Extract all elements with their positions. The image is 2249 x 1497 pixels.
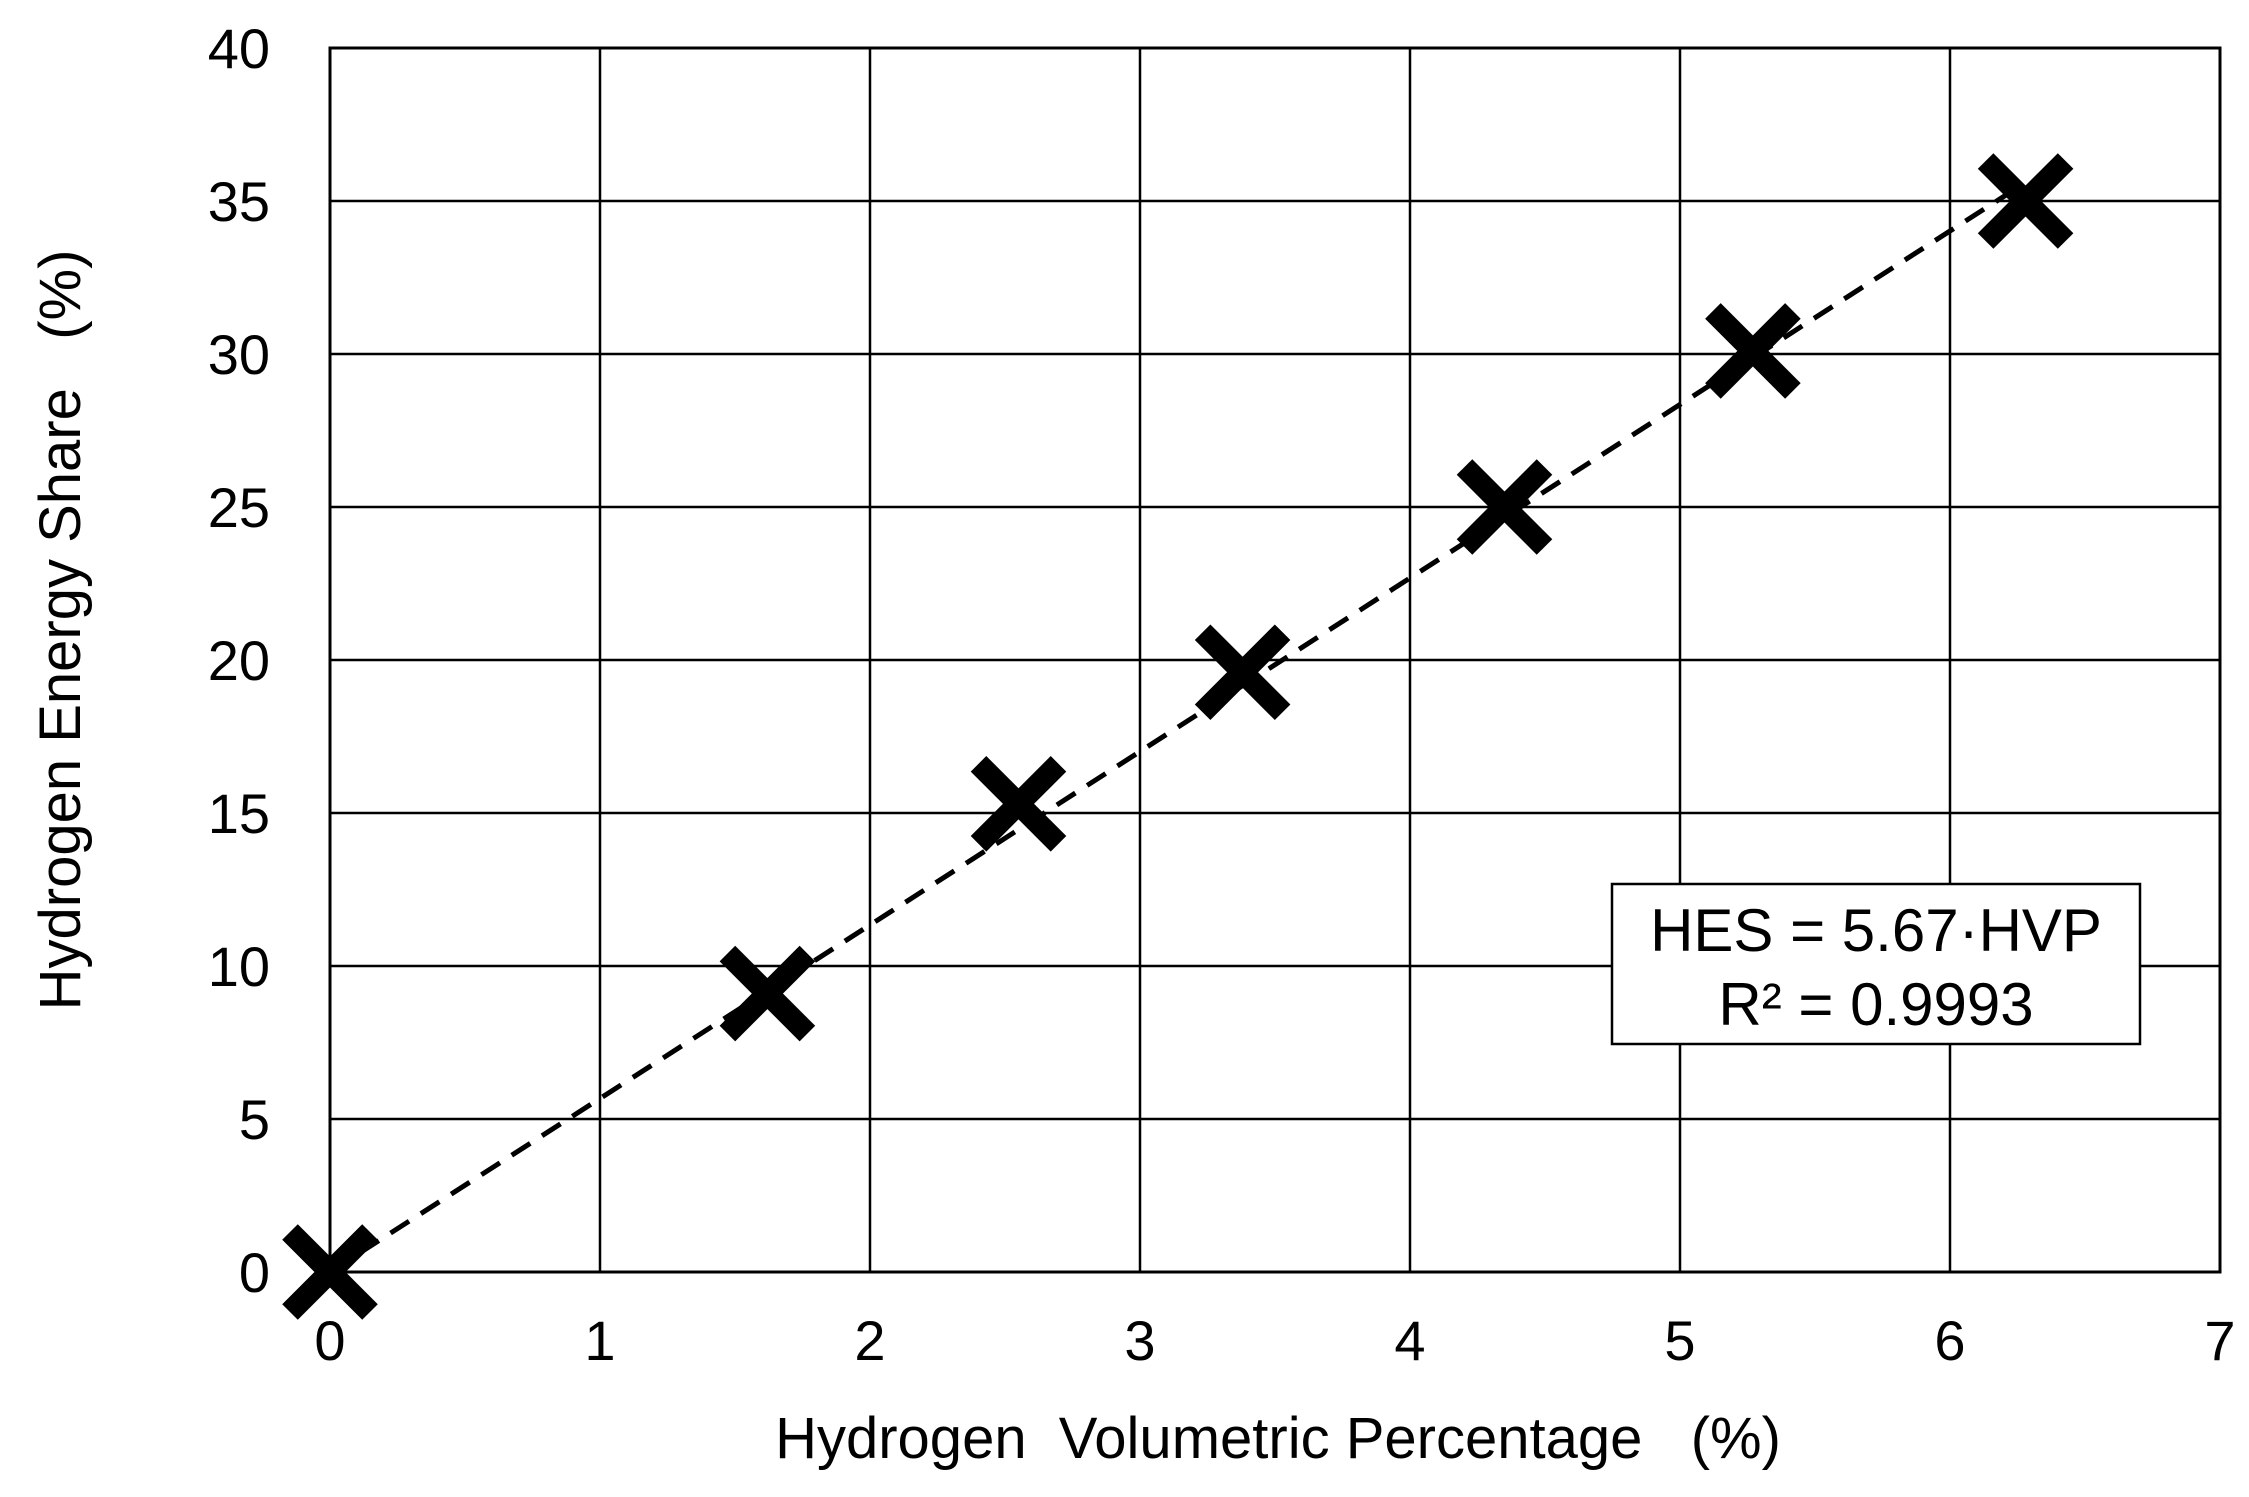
data-point bbox=[970, 756, 1067, 852]
y-tick-label: 25 bbox=[208, 476, 270, 539]
data-point-stroke bbox=[1456, 459, 1553, 555]
x-tick-label: 7 bbox=[2204, 1309, 2235, 1372]
data-point-stroke bbox=[1705, 303, 1801, 399]
y-tick-label: 40 bbox=[208, 17, 270, 80]
trendline bbox=[328, 180, 2027, 1275]
y-tick-label: 15 bbox=[208, 782, 270, 845]
y-tick-labels: 0 5 10 15 20 25 30 35 40 bbox=[208, 17, 270, 1304]
y-tick-label: 10 bbox=[208, 935, 270, 998]
r-squared-text: R² = 0.9993 bbox=[1718, 971, 2033, 1038]
x-axis-title: Hydrogen Volumetric Percentage (%) bbox=[775, 1406, 1781, 1471]
y-tick-label: 30 bbox=[208, 323, 270, 386]
x-tick-label: 1 bbox=[584, 1309, 615, 1372]
data-point bbox=[282, 1224, 378, 1320]
x-tick-label: 2 bbox=[854, 1309, 885, 1372]
data-point bbox=[1705, 303, 1801, 399]
data-point bbox=[1194, 624, 1291, 721]
data-point-stroke bbox=[1977, 153, 2074, 249]
y-axis-title: Hydrogen Energy Share (%) bbox=[28, 250, 93, 1011]
x-tick-label: 5 bbox=[1664, 1309, 1695, 1372]
data-point bbox=[1456, 459, 1553, 555]
x-tick-label: 3 bbox=[1124, 1309, 1155, 1372]
x-tick-label: 0 bbox=[314, 1309, 345, 1372]
data-point-stroke bbox=[719, 945, 816, 1042]
data-point-stroke bbox=[282, 1224, 378, 1320]
x-tick-label: 6 bbox=[1934, 1309, 1965, 1372]
equation-box: HES = 5.67·HVP R² = 0.9993 bbox=[1610, 882, 2142, 1046]
y-tick-label: 20 bbox=[208, 629, 270, 692]
y-tick-label: 5 bbox=[239, 1088, 270, 1151]
x-tick-label: 4 bbox=[1394, 1309, 1425, 1372]
data-point-stroke bbox=[970, 756, 1067, 852]
data-point bbox=[1977, 153, 2074, 249]
data-point bbox=[719, 945, 816, 1042]
data-point-stroke bbox=[1194, 624, 1291, 721]
y-tick-label: 0 bbox=[239, 1241, 270, 1304]
y-tick-label: 35 bbox=[208, 170, 270, 233]
data-points bbox=[282, 153, 2074, 1320]
plot-frame bbox=[328, 46, 2222, 1274]
equation-box-frame bbox=[1610, 882, 2142, 1046]
equation-text: HES = 5.67·HVP bbox=[1650, 897, 2102, 964]
x-tick-labels: 0 1 2 3 4 5 6 7 bbox=[314, 1309, 2235, 1372]
